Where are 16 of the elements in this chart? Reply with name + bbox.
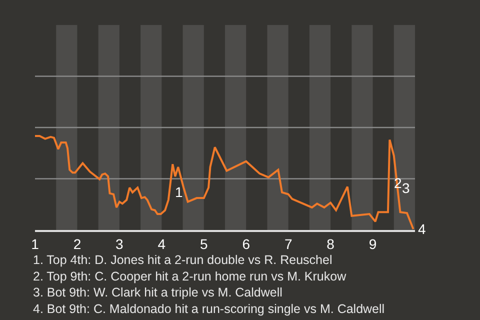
annotation: 1 <box>175 184 183 200</box>
x-tick-label: 7 <box>284 236 292 252</box>
x-tick-label: 8 <box>326 236 335 252</box>
x-tick-label: 4 <box>158 236 166 252</box>
annotation: 3 <box>402 180 410 196</box>
text: 4. Bot 9th: C. Maldonado hit a run-scoring single vs M. Caldwell <box>33 302 385 316</box>
text: 3. Bot 9th: W. Clark hit a triple vs M. Caldwell <box>33 286 282 300</box>
x-tick-label: 9 <box>368 236 377 252</box>
x-tick-label: 2 <box>73 236 82 252</box>
x-tick-label: 3 <box>116 236 124 252</box>
x-tick-label: 5 <box>200 236 208 252</box>
x-tick-label: 1 <box>31 236 40 252</box>
x-tick-label: 6 <box>242 236 250 252</box>
text: 2. Top 9th: C. Cooper hit a 2-run home run vs M. Krukow <box>33 269 348 284</box>
text: 1. Top 4th: D. Jones hit a 2-run double vs R. Reuschel <box>33 253 332 267</box>
annotation: 4 <box>418 221 426 237</box>
